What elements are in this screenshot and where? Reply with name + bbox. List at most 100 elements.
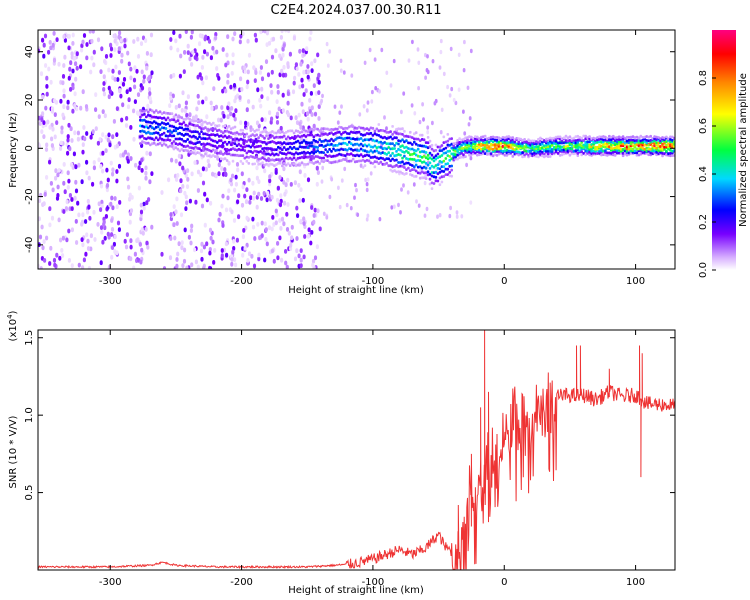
spectrogram-cell — [214, 35, 218, 41]
spectrogram-cell — [501, 136, 505, 139]
spectrogram-cell — [424, 173, 428, 178]
spectrogram-cell — [67, 258, 71, 263]
spectrogram-cell — [439, 49, 443, 55]
spectrogram-cell — [286, 100, 290, 106]
spectrogram-cell — [310, 133, 314, 137]
spectrogram-cell — [450, 168, 453, 172]
spectrogram-cell — [629, 147, 633, 151]
spectrogram-cell — [283, 200, 287, 206]
spectrogram-cell — [653, 139, 656, 143]
spectrogram-cell — [363, 60, 367, 65]
spectrogram-cell — [237, 132, 241, 136]
spectrogram-cell — [229, 84, 233, 90]
spectrogram-cell — [99, 260, 103, 266]
spectrogram-cell — [423, 213, 427, 218]
spectrogram-cell — [409, 163, 412, 166]
spectrogram-cell — [80, 237, 84, 243]
snr-x-tick-label: 0 — [501, 577, 507, 588]
colorbar-tick-label: 0.0 — [698, 262, 709, 278]
spectrogram-cell — [403, 134, 406, 138]
spectrogram-cell — [434, 179, 438, 183]
spectrogram-cell — [438, 65, 442, 70]
spectrogram-cell — [655, 141, 658, 145]
spectrogram-cell — [129, 238, 133, 244]
spectrogram-cell — [357, 143, 361, 147]
spectrogram-cell — [621, 148, 625, 151]
spectrogram-cell — [158, 116, 162, 119]
spectrogram-cell — [154, 109, 158, 112]
spectrogram-cell — [280, 257, 284, 263]
spectrogram-cell — [282, 141, 286, 145]
spectrogram-cell — [170, 145, 174, 148]
spectrogram-cell — [92, 62, 96, 68]
spectrogram-cell — [240, 87, 244, 92]
spectrogram-cell — [119, 93, 123, 99]
spectrogram-cell — [470, 135, 473, 139]
spectrogram-cell — [279, 135, 282, 139]
spectrogram-cell — [104, 54, 109, 59]
spectrogram-cell — [312, 83, 316, 88]
spectrogram-cell — [198, 41, 202, 47]
spectrogram-cell — [554, 145, 558, 149]
spectrogram-cell — [71, 32, 75, 38]
spectrogram-cell — [290, 147, 294, 151]
spectrogram-cell — [456, 144, 459, 148]
spectrogram-cell — [117, 70, 121, 75]
spectrogram-cell — [333, 104, 337, 109]
spectrogram-cell — [442, 71, 446, 77]
spectrogram-cell — [588, 135, 591, 138]
colorbar-tick-label: 0.6 — [698, 118, 709, 134]
spectrogram-cell — [253, 32, 257, 38]
spectrogram-cell — [568, 149, 572, 153]
spectrogram-cell — [201, 180, 206, 186]
spectrogram-cell — [509, 136, 513, 140]
spectrogram-cell — [470, 141, 473, 145]
spectrogram-cell — [586, 140, 589, 144]
spectrogram-cell — [483, 141, 487, 144]
spectrogram-cell — [450, 137, 453, 140]
spectrogram-cell — [300, 161, 304, 165]
spectrogram-cell — [172, 118, 176, 122]
spectrogram-cell — [267, 157, 270, 160]
spectrogram-cell — [434, 164, 438, 167]
spectrogram-cell — [282, 146, 286, 149]
spectrogram-cell — [476, 153, 479, 157]
spectrogram-cell — [187, 234, 191, 240]
spectrogram-cell — [260, 233, 264, 239]
spectrogram-cell — [109, 46, 114, 52]
spectrogram-cell — [550, 141, 554, 145]
spectrogram-cell — [199, 248, 204, 254]
spectrogram-cell — [440, 154, 444, 157]
spectrogram-cell — [338, 110, 342, 115]
spectrogram-cell — [324, 153, 327, 157]
spectrogram-cell — [495, 147, 499, 151]
spectrogram-cell — [428, 156, 432, 160]
spectrogram-cell — [177, 153, 181, 159]
spectrogram-cell — [330, 155, 333, 158]
spectrogram-cell — [68, 66, 72, 72]
spectrogram-cell — [501, 140, 505, 144]
spectrogram-cell — [263, 168, 267, 174]
spectrogram-cell — [259, 150, 262, 153]
spectrogram-cell — [446, 139, 450, 143]
spectrogram-cell — [186, 127, 189, 131]
spectrogram-cell — [108, 142, 112, 148]
spectrogram-cell — [511, 136, 515, 139]
spectrogram-cell — [76, 200, 80, 206]
spectrogram-cell — [325, 215, 329, 220]
spectrogram-cell — [312, 128, 316, 132]
spectrogram-cell — [491, 147, 495, 151]
spectrogram-cell — [233, 142, 237, 146]
spectrogram-cell — [76, 130, 80, 136]
spectrogram-cell — [273, 158, 276, 162]
spectrogram-cell — [142, 201, 146, 207]
spectrogram-cell — [183, 50, 187, 55]
spectrogram-cell — [403, 146, 406, 149]
spectrogram-cell — [491, 150, 495, 153]
spectrogram-cell — [172, 204, 176, 210]
spectrogram-cell — [600, 140, 603, 144]
spectrogram-cell — [310, 230, 314, 235]
spectrogram-cell — [600, 153, 603, 157]
spectrogram-cell — [405, 149, 408, 153]
